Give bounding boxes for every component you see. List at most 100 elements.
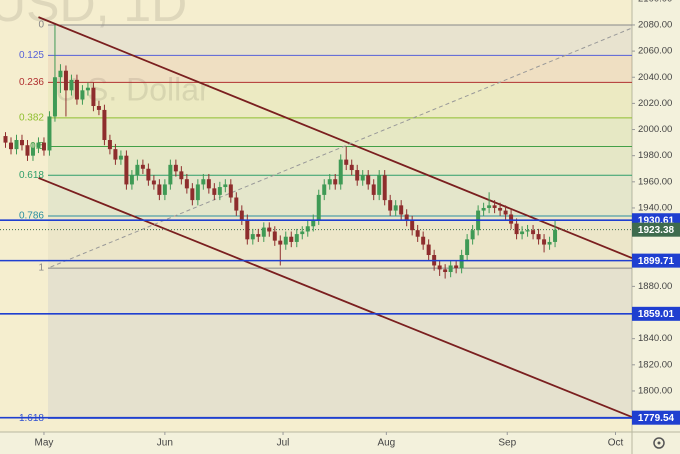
candle-body [195,184,200,201]
level-label-bg [632,306,680,321]
candle-body [404,214,409,222]
candle-body [377,175,382,195]
candle-body [487,205,492,208]
candle-body [223,184,228,188]
candle-body [470,230,475,240]
last-price-label-bg [632,222,680,237]
candle-body [217,187,222,195]
candle-body [250,234,255,240]
fib-label: 0.236 [19,77,44,88]
candle-body [63,70,68,91]
fib-label: 0.382 [19,112,44,123]
candle-body [129,175,134,185]
candle-body [179,171,184,180]
candle-body [437,265,442,270]
candle-body [410,221,415,231]
candle-body [536,234,541,240]
trend-line [38,177,633,418]
trend-line [38,16,633,259]
candle-body [421,236,426,245]
candle-body [80,90,85,100]
fib-band [48,55,632,83]
candle-body [234,197,239,211]
x-tick-label: Sep [498,438,516,449]
x-tick-label: Aug [377,438,395,449]
y-tick-label: 2100.00 [638,0,672,4]
candle-body [47,116,52,151]
level-label: 1779.54 [638,413,675,424]
candle-body [184,179,189,189]
candle-body [124,155,129,185]
candle-body [162,184,167,195]
candle-body [525,230,530,232]
candle-body [3,136,8,143]
candle-body [239,210,244,220]
candle-body [333,179,338,185]
candle-body [256,234,261,237]
candle-body [388,200,393,211]
candle-body [157,184,162,195]
y-tick-label: 1840.00 [638,333,672,344]
fib-label: 1 [38,263,44,274]
fib-band [48,117,632,147]
candle-body [454,265,459,269]
candle-body [14,139,19,150]
candle-body [492,205,497,208]
settings-icon[interactable] [653,437,665,449]
candle-body [294,234,299,242]
candle-body [553,229,558,242]
y-tick-label: 1820.00 [638,359,672,370]
candle-body [426,244,431,256]
candle-body [443,269,448,273]
fib-label: 0.125 [19,50,44,61]
candle-body [140,164,145,169]
y-tick-label: 2020.00 [638,98,672,109]
level-label-bg [632,410,680,425]
candle-body [135,164,140,176]
fib-band [48,268,632,419]
candle-body [272,231,277,241]
candle-body [168,164,173,185]
watermark-symbol: USD, 1D [0,0,187,32]
candle-body [542,239,547,245]
x-tick-label: Oct [608,438,624,449]
candle-body [151,180,156,185]
fib-label: 0.618 [19,170,44,181]
candle-body [283,236,288,245]
candle-body [448,265,453,273]
y-tick-label: 1940.00 [638,202,672,213]
watermark: USD, 1D U.S. Dollar [0,0,210,107]
candle-body [69,79,74,91]
candle-body [261,227,266,237]
candle-body [19,139,24,146]
candle-body [338,159,343,185]
candle-body [399,205,404,215]
candle-body [52,77,57,117]
level-label: 1899.71 [638,256,675,267]
candle-body [349,164,354,171]
candle-body [173,164,178,172]
candle-body [503,210,508,215]
candle-body [305,226,310,232]
candle-body [96,106,101,110]
candle-body [520,231,525,235]
candle-body [85,87,90,91]
candle-body [30,147,35,156]
candle-body [371,184,376,195]
fib-band [48,82,632,118]
candle-body [41,142,46,151]
candle-body [360,175,365,181]
level-label: 1930.61 [638,215,675,226]
candle-body [300,231,305,235]
y-tick-label: 1960.00 [638,176,672,187]
candle-body [327,179,332,185]
candle-body [514,223,519,235]
candle-body [8,142,13,150]
x-tick-label: Jun [157,438,173,449]
candle-body [245,219,250,240]
candle-body [25,145,30,156]
level-label: 1859.01 [638,309,675,320]
candle-body [366,175,371,185]
candle-body [74,79,79,100]
candle-body [113,149,118,160]
